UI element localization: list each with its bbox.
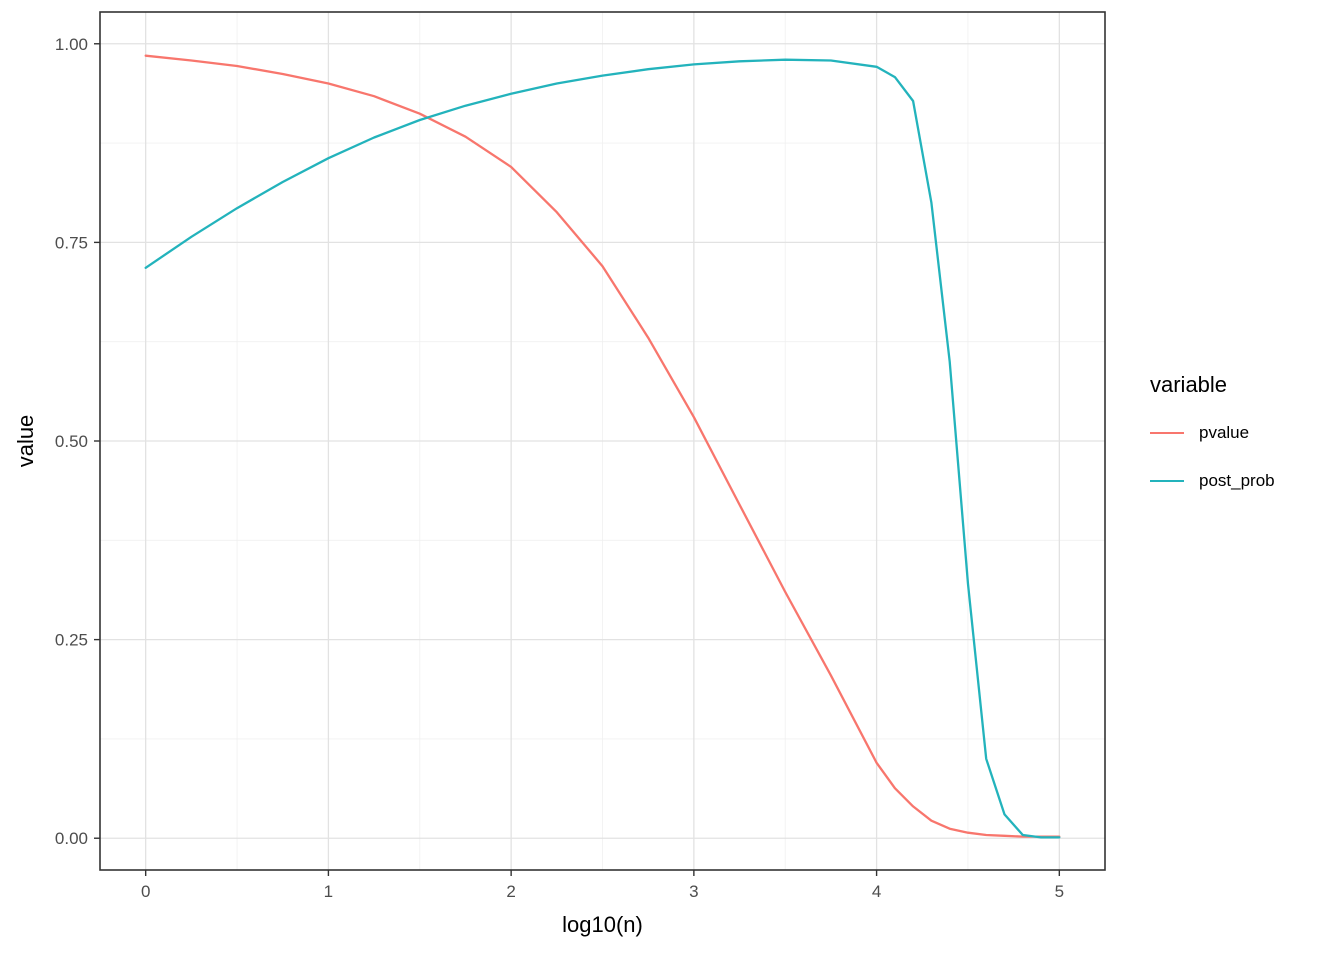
- y-tick-label: 0.50: [55, 432, 88, 451]
- y-tick-label: 0.25: [55, 631, 88, 650]
- legend-key-pvalue-line: [1150, 432, 1184, 434]
- x-axis-title: log10(n): [562, 912, 643, 937]
- x-tick-label: 5: [1055, 882, 1064, 901]
- legend-item-post-prob: post_prob: [1150, 464, 1275, 498]
- legend-label-pvalue: pvalue: [1199, 423, 1250, 442]
- x-tick-label: 1: [324, 882, 333, 901]
- y-tick-label: 0.75: [55, 233, 88, 252]
- series-line-pvalue: [144, 54, 1061, 838]
- y-axis-title: value: [13, 414, 38, 468]
- x-tick-label: 2: [506, 882, 515, 901]
- legend-label-post-prob: post_prob: [1199, 471, 1275, 490]
- legend-item-pvalue: pvalue: [1150, 416, 1275, 450]
- y-tick-label: 0.00: [55, 829, 88, 848]
- x-tick-label: 4: [872, 882, 881, 901]
- series-line-post_prob: [144, 58, 1061, 839]
- y-tick-label: 1.00: [55, 35, 88, 54]
- legend-title: variable: [1150, 372, 1228, 397]
- x-tick-label: 0: [141, 882, 150, 901]
- legend-key-post-prob-line: [1150, 480, 1184, 482]
- x-tick-label: 3: [689, 882, 698, 901]
- legend: variable pvalue post_prob: [1150, 372, 1275, 512]
